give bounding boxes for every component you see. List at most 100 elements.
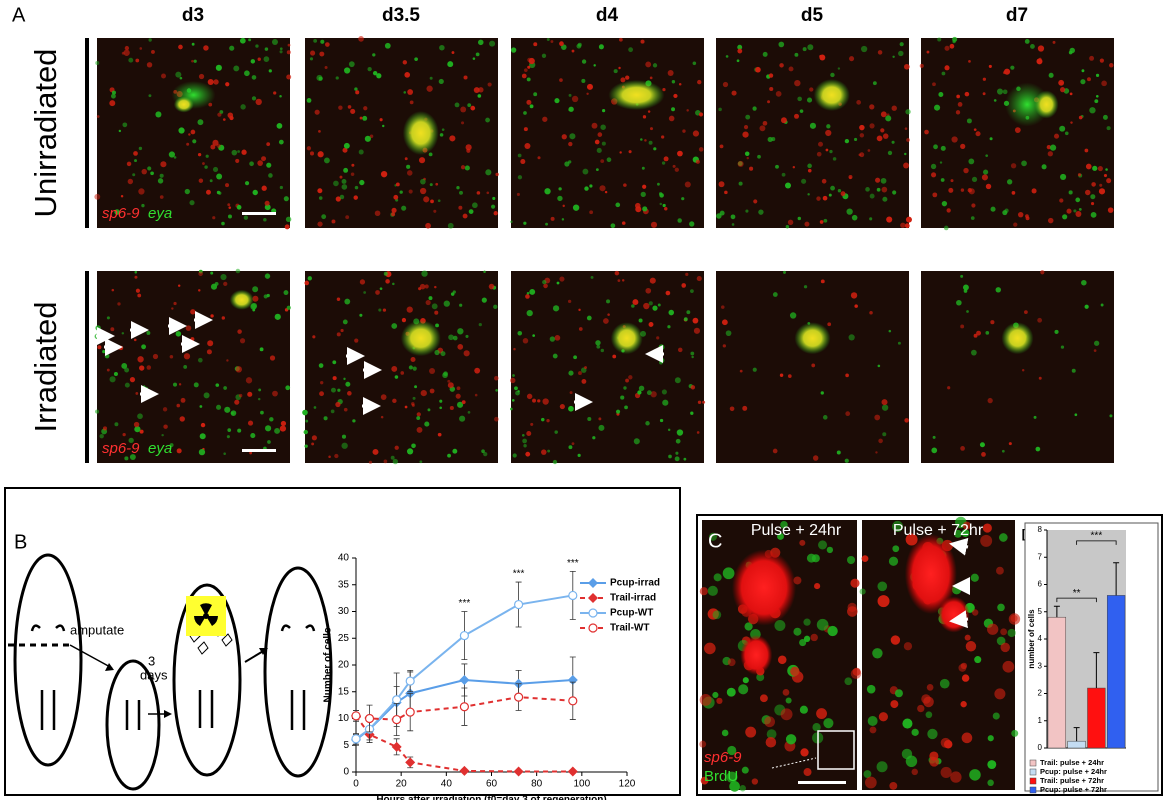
cell [568, 445, 573, 450]
cell [272, 390, 278, 397]
x-tick-label: 100 [573, 779, 590, 790]
cell [247, 391, 253, 397]
cell [561, 218, 565, 221]
cell [401, 317, 407, 323]
cell [794, 52, 799, 57]
cell [368, 460, 373, 464]
cell [124, 45, 130, 51]
cell [856, 100, 862, 105]
cell [342, 319, 348, 325]
cluster [610, 322, 643, 355]
cell [512, 453, 517, 458]
cell [495, 172, 499, 177]
cell [359, 313, 363, 317]
cell [434, 310, 439, 315]
cell [751, 778, 759, 785]
cell [642, 206, 648, 212]
cell [313, 406, 317, 409]
cell [1105, 168, 1108, 171]
legend-label: Trail-irrad [610, 593, 656, 604]
cell [141, 203, 145, 208]
cell [973, 128, 977, 132]
cell [906, 138, 910, 142]
cell [1000, 628, 1008, 636]
cell [859, 124, 865, 131]
cell [683, 317, 688, 322]
cell [667, 70, 674, 76]
cell [175, 331, 182, 337]
cell [1075, 197, 1081, 203]
cell [628, 150, 632, 154]
cell [412, 366, 417, 371]
cell [589, 184, 593, 188]
cell [249, 161, 254, 167]
cell [526, 292, 530, 295]
cell [949, 43, 955, 49]
cell [765, 736, 777, 748]
cell [264, 200, 270, 206]
cell [869, 123, 875, 129]
cell [420, 389, 427, 397]
cell [488, 283, 495, 290]
cell [729, 406, 735, 412]
cell [399, 190, 403, 194]
marker [391, 741, 402, 752]
cell [788, 66, 794, 72]
cell [330, 409, 335, 414]
cell [689, 221, 695, 227]
cell [719, 144, 724, 149]
cell [686, 109, 689, 112]
cell [521, 433, 525, 437]
cell [425, 299, 431, 306]
marker [459, 630, 469, 641]
cell [987, 735, 994, 742]
stain-label: BrdU [704, 768, 738, 785]
cell [905, 533, 918, 546]
cell [266, 293, 270, 298]
cell [1106, 126, 1111, 131]
cell [148, 94, 152, 98]
cell [124, 382, 130, 388]
cell [200, 422, 206, 428]
cell [827, 322, 832, 327]
cell [392, 458, 399, 465]
cell [707, 585, 718, 596]
cell [260, 410, 264, 415]
x-tick-label: 80 [531, 779, 543, 790]
cell [775, 164, 779, 169]
cell [177, 284, 181, 287]
cell [712, 691, 719, 699]
cell [794, 113, 800, 119]
cluster [794, 322, 831, 355]
cell [606, 157, 612, 163]
cell [623, 183, 627, 187]
cell [362, 115, 368, 121]
cell [411, 402, 415, 406]
cell [318, 196, 323, 200]
cell [601, 141, 606, 146]
cell [657, 182, 660, 186]
cell [283, 290, 289, 296]
cell [510, 220, 513, 223]
cell [523, 127, 528, 132]
cell [943, 740, 953, 749]
cell [223, 452, 226, 455]
legend-label: Pcup: pulse + 72hr [1040, 785, 1107, 794]
cell [607, 313, 610, 316]
cell [406, 306, 413, 313]
cell [472, 202, 478, 209]
cell [951, 136, 958, 143]
cell [549, 336, 556, 342]
cell [586, 83, 593, 90]
cell [1102, 114, 1108, 120]
cell [418, 157, 426, 164]
cell [902, 718, 913, 729]
cell [1092, 165, 1098, 171]
cell [416, 416, 421, 420]
cell [1091, 182, 1096, 187]
error-bar [1113, 562, 1120, 596]
cell [892, 190, 897, 195]
cell [658, 192, 663, 196]
significance: *** [1091, 531, 1103, 542]
cell [481, 297, 487, 303]
